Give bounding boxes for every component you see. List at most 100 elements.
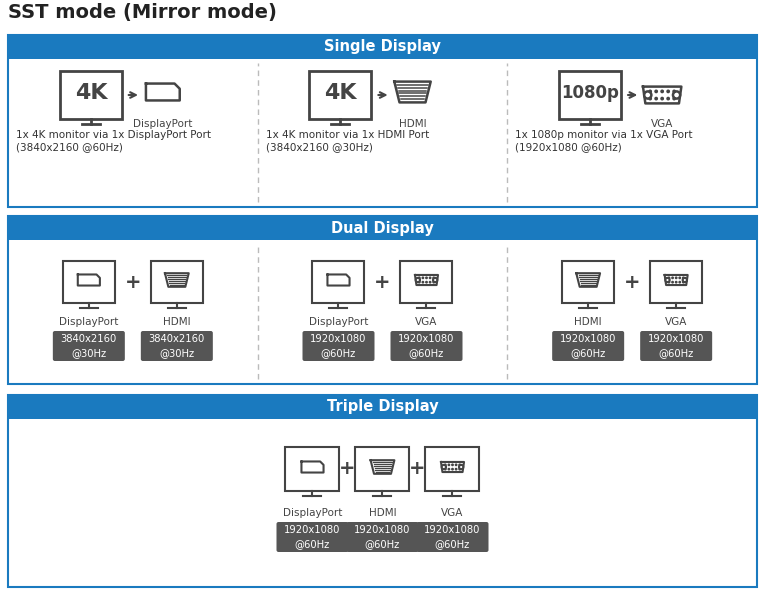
FancyBboxPatch shape: [8, 216, 757, 384]
Text: 1920x1080
@60Hz: 1920x1080 @60Hz: [354, 525, 411, 549]
Circle shape: [429, 277, 431, 279]
Circle shape: [667, 90, 669, 93]
Circle shape: [655, 98, 657, 100]
Circle shape: [661, 90, 663, 93]
Text: Single Display: Single Display: [324, 40, 441, 55]
Circle shape: [415, 278, 420, 282]
Polygon shape: [415, 275, 438, 285]
Text: HDMI: HDMI: [575, 317, 602, 327]
FancyBboxPatch shape: [53, 331, 125, 361]
Circle shape: [682, 278, 687, 282]
Circle shape: [675, 277, 677, 279]
Circle shape: [679, 277, 681, 279]
FancyBboxPatch shape: [60, 71, 122, 119]
Text: DisplayPort: DisplayPort: [133, 119, 193, 129]
Polygon shape: [370, 460, 395, 474]
Text: 1x 4K monitor via 1x DisplayPort Port
(3840x2160 @60Hz): 1x 4K monitor via 1x DisplayPort Port (3…: [16, 130, 211, 152]
Text: 4K: 4K: [324, 83, 356, 103]
Circle shape: [649, 98, 651, 100]
Circle shape: [672, 282, 673, 283]
Text: +: +: [339, 459, 356, 479]
FancyBboxPatch shape: [640, 331, 712, 361]
Circle shape: [644, 92, 651, 99]
FancyBboxPatch shape: [141, 331, 213, 361]
Circle shape: [441, 465, 446, 469]
Polygon shape: [576, 273, 600, 287]
Circle shape: [448, 468, 450, 470]
FancyBboxPatch shape: [562, 261, 614, 303]
Polygon shape: [394, 81, 431, 102]
Text: HDMI: HDMI: [399, 119, 426, 129]
FancyBboxPatch shape: [63, 261, 115, 303]
Text: VGA: VGA: [651, 119, 673, 129]
Circle shape: [418, 282, 420, 283]
Text: 1920x1080
@60Hz: 1920x1080 @60Hz: [399, 334, 454, 358]
Polygon shape: [643, 87, 682, 104]
Text: 1920x1080
@60Hz: 1920x1080 @60Hz: [425, 525, 480, 549]
Text: DisplayPort: DisplayPort: [309, 317, 368, 327]
Text: VGA: VGA: [415, 317, 438, 327]
Circle shape: [673, 98, 675, 100]
Circle shape: [459, 464, 461, 465]
Circle shape: [679, 282, 681, 283]
Circle shape: [459, 465, 464, 469]
Polygon shape: [441, 462, 464, 472]
Circle shape: [433, 278, 438, 282]
Text: 3840x2160
@30Hz: 3840x2160 @30Hz: [148, 334, 205, 358]
Text: 1080p: 1080p: [562, 84, 619, 102]
Text: VGA: VGA: [665, 317, 688, 327]
Text: 1920x1080
@60Hz: 1920x1080 @60Hz: [560, 334, 617, 358]
Polygon shape: [665, 275, 688, 285]
Circle shape: [672, 277, 673, 279]
FancyBboxPatch shape: [559, 71, 621, 119]
Polygon shape: [301, 461, 324, 473]
Text: DisplayPort: DisplayPort: [283, 508, 342, 518]
Circle shape: [426, 282, 427, 283]
Circle shape: [444, 468, 446, 470]
FancyBboxPatch shape: [425, 447, 480, 491]
Circle shape: [433, 277, 435, 279]
Circle shape: [673, 90, 675, 93]
FancyBboxPatch shape: [356, 447, 409, 491]
Text: 3840x2160
@30Hz: 3840x2160 @30Hz: [60, 334, 117, 358]
Text: DisplayPort: DisplayPort: [59, 317, 119, 327]
FancyBboxPatch shape: [285, 447, 340, 491]
Circle shape: [429, 282, 431, 283]
Circle shape: [452, 464, 453, 465]
FancyBboxPatch shape: [151, 261, 203, 303]
Polygon shape: [327, 274, 350, 286]
FancyBboxPatch shape: [390, 331, 463, 361]
FancyBboxPatch shape: [8, 35, 757, 207]
Text: 4K: 4K: [74, 83, 107, 103]
FancyBboxPatch shape: [8, 395, 757, 419]
FancyBboxPatch shape: [416, 522, 489, 552]
Circle shape: [455, 468, 457, 470]
Circle shape: [448, 464, 450, 465]
FancyBboxPatch shape: [276, 522, 349, 552]
Circle shape: [675, 282, 677, 283]
Text: HDMI: HDMI: [163, 317, 190, 327]
FancyBboxPatch shape: [310, 71, 372, 119]
Circle shape: [426, 277, 427, 279]
Polygon shape: [78, 274, 100, 286]
Circle shape: [673, 92, 680, 99]
Circle shape: [655, 90, 657, 93]
Text: HDMI: HDMI: [369, 508, 396, 518]
Text: VGA: VGA: [441, 508, 464, 518]
Circle shape: [661, 98, 663, 100]
Polygon shape: [165, 273, 189, 287]
Text: +: +: [374, 273, 391, 292]
FancyBboxPatch shape: [312, 261, 364, 303]
Text: Dual Display: Dual Display: [331, 220, 434, 235]
Text: +: +: [409, 459, 426, 479]
FancyBboxPatch shape: [8, 395, 757, 587]
FancyBboxPatch shape: [8, 35, 757, 59]
FancyBboxPatch shape: [650, 261, 702, 303]
Circle shape: [649, 90, 651, 93]
Text: 1x 4K monitor via 1x HDMI Port
(3840x2160 @30Hz): 1x 4K monitor via 1x HDMI Port (3840x216…: [265, 130, 429, 152]
Circle shape: [452, 468, 453, 470]
Text: 1x 1080p monitor via 1x VGA Port
(1920x1080 @60Hz): 1x 1080p monitor via 1x VGA Port (1920x1…: [516, 130, 693, 152]
Text: 1920x1080
@60Hz: 1920x1080 @60Hz: [285, 525, 340, 549]
Text: 1920x1080
@60Hz: 1920x1080 @60Hz: [311, 334, 366, 358]
Circle shape: [433, 282, 435, 283]
